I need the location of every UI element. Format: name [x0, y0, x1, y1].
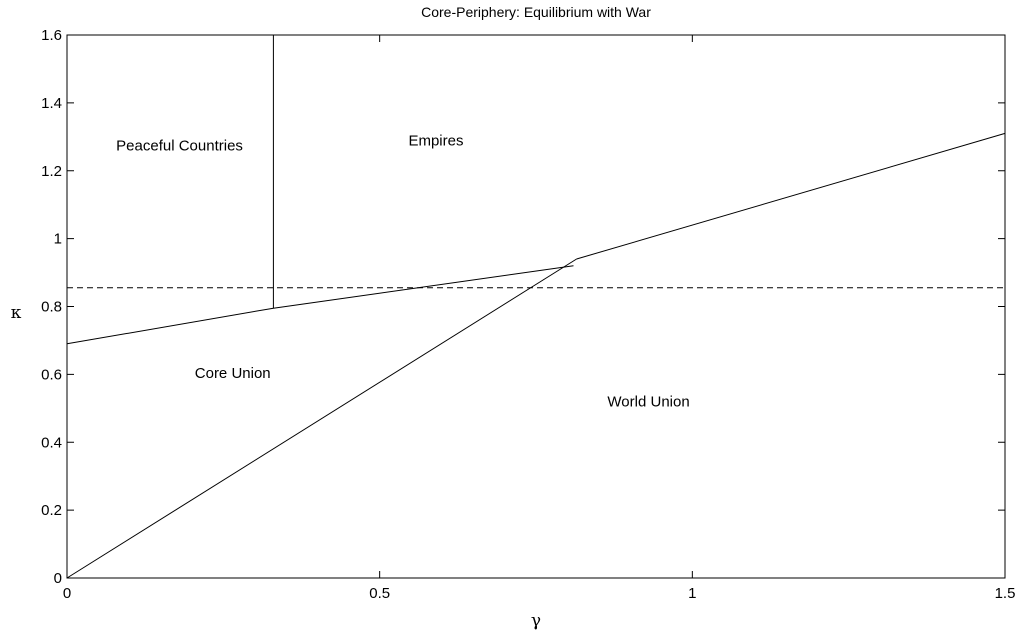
- region-label: Core Union: [195, 365, 271, 382]
- y-tick-label: 1.2: [41, 163, 62, 180]
- y-tick-label: 1: [54, 231, 62, 248]
- region-label: World Union: [607, 394, 689, 411]
- y-tick-label: 0.8: [41, 299, 62, 316]
- x-tick-label: 0.5: [369, 585, 390, 602]
- series-line-2: [66, 258, 577, 579]
- axis-ticks: 0 0.5 1 1.5 0 0.2 0.4 0.6 0.8 1 1.2 1.4 1.6: [41, 27, 1015, 602]
- region-label: Peaceful Countries: [116, 137, 243, 154]
- series-line-3: [576, 132, 1006, 260]
- x-axis-label: γ: [531, 611, 541, 631]
- x-tick-label: 0: [63, 585, 71, 602]
- x-tick-label: 1.5: [995, 585, 1016, 602]
- y-tick-label: 0: [54, 570, 62, 587]
- y-axis-label: κ: [11, 303, 22, 323]
- x-tick-label: 1: [688, 585, 696, 602]
- y-tick-label: 1.4: [41, 95, 62, 112]
- series-lines: [66, 35, 1006, 579]
- y-tick-label: 0.2: [41, 502, 62, 519]
- y-tick-label: 1.6: [41, 27, 62, 44]
- y-tick-label: 0.6: [41, 366, 62, 383]
- region-labels: Peaceful Countries Empires Core Union World…: [116, 132, 690, 410]
- y-tick-label: 0.4: [41, 434, 62, 451]
- chart-title: Core-Periphery: Equilibrium with War: [421, 4, 651, 20]
- plot-area: [66, 34, 1006, 579]
- region-label: Empires: [408, 132, 463, 149]
